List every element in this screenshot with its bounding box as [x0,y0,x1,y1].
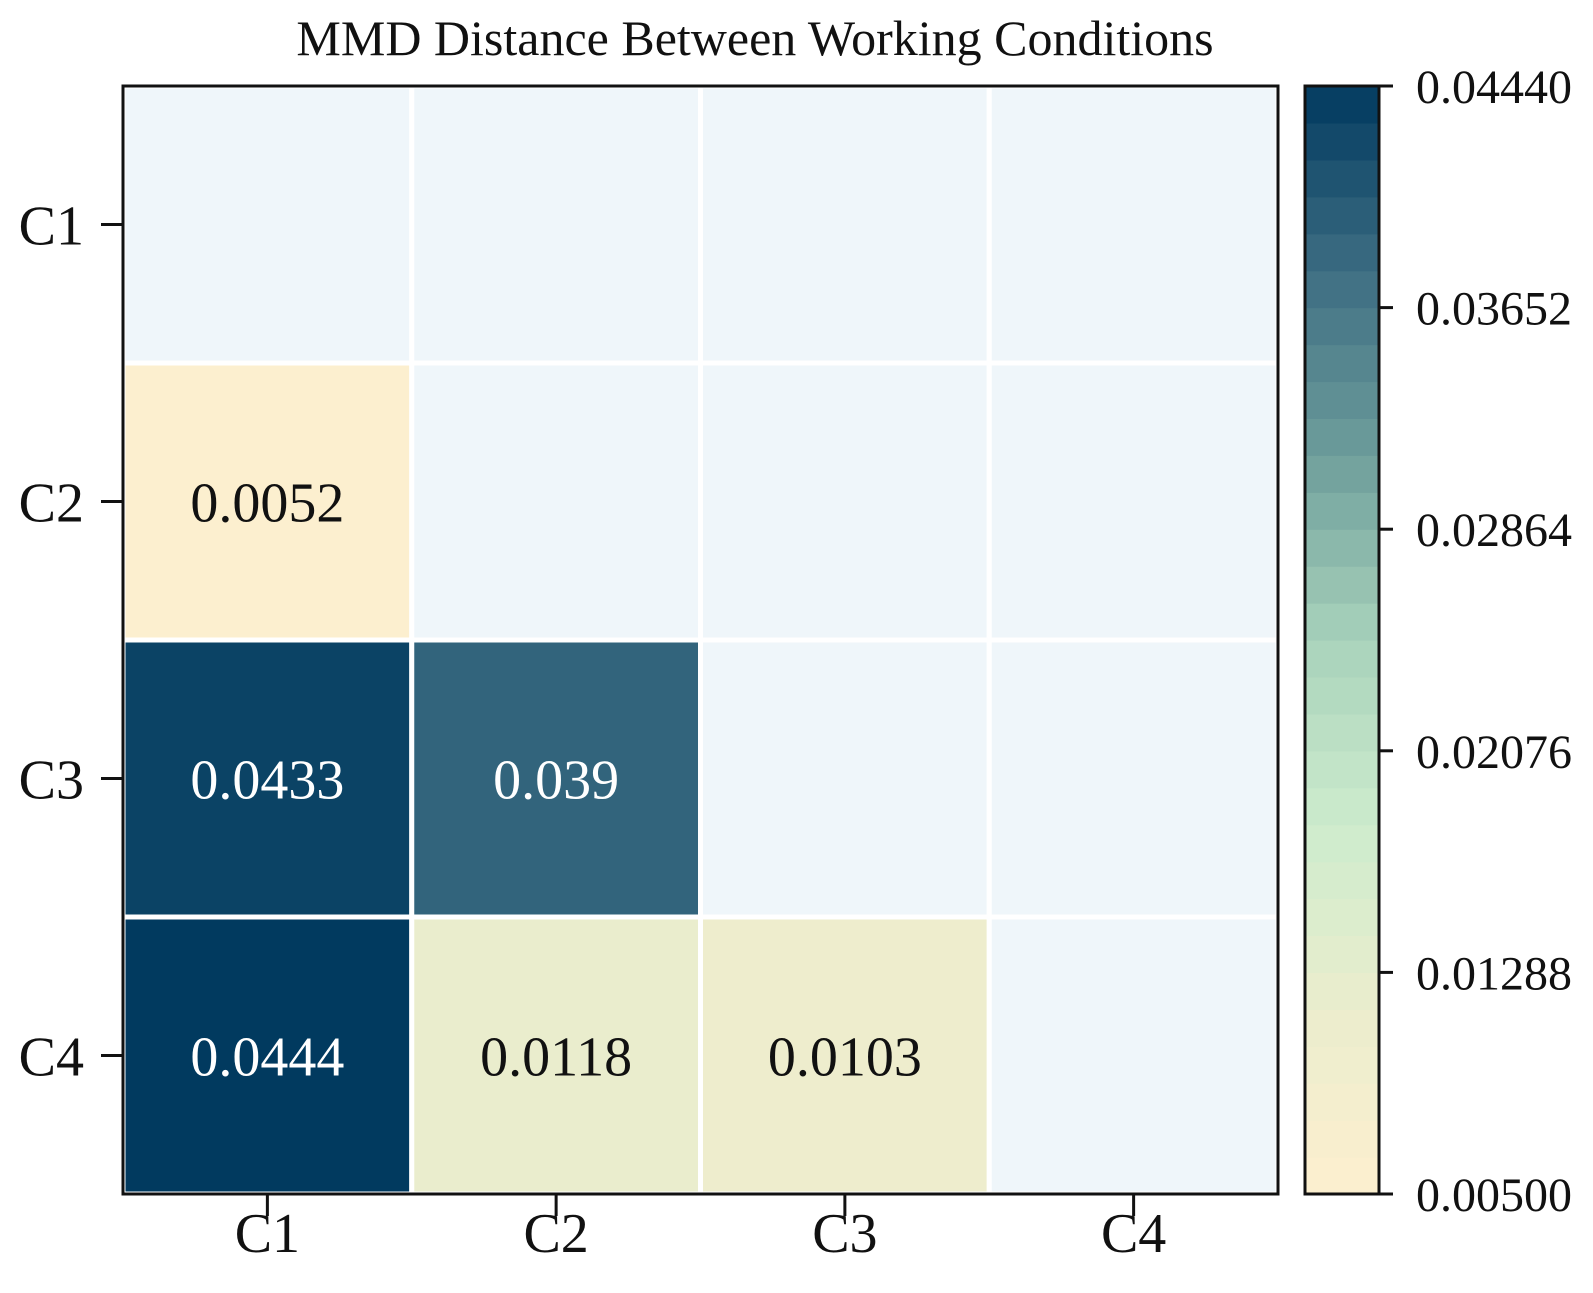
colorbar-level [1305,196,1379,235]
colorbar-level [1305,787,1379,826]
y-tick-label: C1 [19,196,84,258]
colorbar-level [1305,1046,1379,1084]
heatmap-cell-masked [698,360,992,643]
heatmap-cell-masked [698,83,992,366]
colorbar-tick-label: 0.02076 [1416,726,1572,779]
x-tick-label: C1 [235,1203,300,1265]
colorbar-level [1305,1120,1379,1158]
colorbar-level [1305,492,1379,530]
colorbar-level [1305,676,1379,715]
y-tick-label: C2 [19,473,84,535]
colorbar-level [1305,86,1379,124]
colorbar-level [1305,640,1379,678]
colorbar-level [1305,972,1379,1010]
heatmap-cell-masked [986,83,1281,366]
colorbar-level [1305,270,1379,309]
cell-value-label: 0.039 [493,750,619,812]
heatmap-cell [698,914,992,1197]
plot-frame [121,84,1280,1196]
heatmap-cell-masked [986,360,1281,643]
colorbar-level [1305,307,1379,346]
x-tick-label: C2 [523,1203,588,1265]
colorbar-level [1305,566,1379,604]
cell-value-label: 0.0103 [768,1027,922,1089]
x-tick-label: C3 [812,1203,877,1265]
colorbar-level [1305,750,1379,789]
colorbar-level [1305,603,1379,641]
colorbar-level [1305,455,1379,493]
colorbar-level [1305,1083,1379,1121]
colorbar-level [1305,1157,1379,1195]
heatmap-cell-masked [986,914,1281,1197]
colorbar-level [1305,529,1379,567]
colorbar-level [1305,159,1379,198]
colorbar-tick-label: 0.03652 [1416,283,1572,336]
colorbar-level [1305,381,1379,419]
colorbar-tick-label: 0.01288 [1416,947,1572,1000]
colorbar-level [1305,233,1379,272]
heatmap-cell [120,637,415,920]
colorbar-tick-label: 0.04440 [1416,61,1572,114]
heatmap-cell [120,360,415,643]
cell-value-label: 0.0118 [480,1027,632,1089]
colorbar-level [1305,122,1379,161]
colorbar-level [1305,935,1379,973]
cell-value-label: 0.0433 [190,750,344,812]
heatmap-cell-masked [986,637,1281,920]
heatmap-cell [409,637,703,920]
cell-value-label: 0.0444 [190,1027,344,1089]
colorbar-level [1305,344,1379,383]
colorbar-level [1305,713,1379,752]
colorbar-level [1305,418,1379,456]
y-tick-label: C4 [19,1027,84,1089]
x-tick-label: C4 [1101,1203,1166,1265]
chart-title: MMD Distance Between Working Conditions [296,10,1213,66]
heatmap-cell-masked [698,637,992,920]
heatmap-cell-masked [409,83,703,366]
heatmap-cell-masked [120,83,415,366]
colorbar-level [1305,861,1379,900]
colorbar-tick-label: 0.00500 [1416,1169,1572,1222]
colorbar-frame [1303,84,1381,1196]
heatmap-cell-masked [409,360,703,643]
cell-value-label: 0.0052 [190,473,344,535]
colorbar-level [1305,1009,1379,1047]
colorbar-level [1305,898,1379,937]
y-tick-label: C3 [19,750,84,812]
colorbar-tick-label: 0.02864 [1416,504,1572,557]
colorbar-level [1305,824,1379,863]
